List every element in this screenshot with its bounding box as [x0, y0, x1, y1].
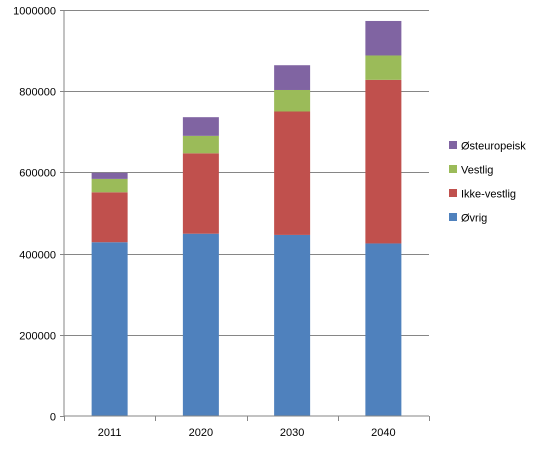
bar-segment [182, 153, 219, 234]
axes [63, 10, 429, 417]
legend-swatch [449, 165, 457, 173]
bar-segment [274, 65, 311, 90]
x-tick-label: 2030 [280, 427, 304, 439]
legend-swatch [449, 141, 457, 149]
y-tick-label: 200000 [19, 331, 56, 343]
y-tick-label: 1000000 [13, 6, 56, 18]
legend: Østeuropeisk Vestlig Ikke-vestlig Øvrig [449, 141, 526, 225]
legend-label: Østeuropeisk [461, 141, 526, 153]
legend-label: Vestlig [461, 165, 493, 177]
y-tick-label: 400000 [19, 250, 56, 262]
legend-swatch [449, 213, 457, 221]
legend-swatch [449, 189, 457, 197]
x-tick-label: 2011 [98, 427, 122, 439]
bar-segment [274, 89, 311, 112]
legend-label: Ikke-vestlig [461, 189, 516, 201]
x-tick-label: 2040 [371, 427, 395, 439]
bar-segment [274, 234, 311, 416]
bar-segment [91, 192, 128, 243]
bars [91, 20, 402, 416]
y-tick-labels: 0 200000 400000 600000 800000 1000000 [13, 6, 64, 424]
bar-segment [365, 20, 402, 56]
bar-segment [274, 111, 311, 235]
legend-label: Øvrig [461, 213, 487, 225]
bar-segment [182, 233, 219, 416]
y-tick-label: 800000 [19, 87, 56, 99]
bar-segment [182, 117, 219, 136]
bar-segment [365, 79, 402, 244]
y-tick-label: 600000 [19, 168, 56, 180]
x-tick-labels: 2011 2020 2030 2040 [64, 416, 430, 439]
bar-segment [91, 178, 128, 193]
bar-segment [182, 135, 219, 154]
bar-segment [365, 243, 402, 416]
x-tick-label: 2020 [189, 427, 213, 439]
bar-segment [91, 242, 128, 416]
bar-segment [365, 55, 402, 80]
bar-segment [91, 172, 128, 179]
y-tick-label: 0 [50, 412, 56, 424]
